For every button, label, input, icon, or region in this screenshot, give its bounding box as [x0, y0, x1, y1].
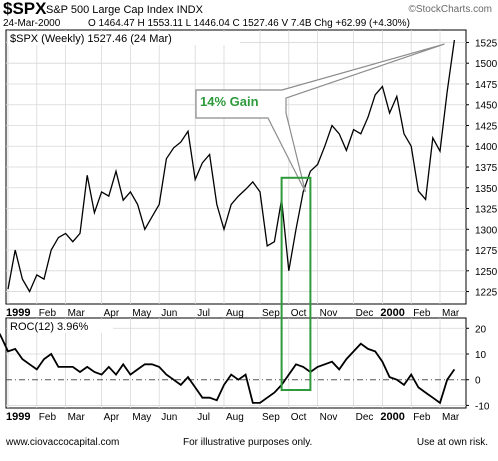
roc-y-tick-label: -10: [475, 401, 490, 412]
roc-x-tick-label: Feb: [413, 412, 431, 423]
roc-x-tick-label: 2000: [380, 411, 404, 423]
roc-y-axis: -10 0 10 20: [466, 324, 490, 412]
price-x-tick-label: Aug: [226, 308, 244, 319]
price-grid: [6, 30, 466, 304]
price-x-tick-label: Sep: [262, 308, 280, 319]
roc-legend-bg: [8, 320, 113, 333]
roc-y-tick-label: 20: [475, 324, 487, 335]
price-x-tick-label: Apr: [104, 308, 120, 319]
roc-x-tick-label: Aug: [226, 412, 244, 423]
brand-label: ©StockCharts.com: [408, 4, 492, 15]
gain-highlight-box: [280, 176, 312, 391]
roc-x-tick-label: Dec: [356, 412, 374, 423]
roc-x-tick-label: May: [132, 412, 151, 423]
price-legend: $SPX (Weekly) 1527.46 (24 Mar): [10, 33, 172, 45]
price-y-tick-label: 1275: [475, 246, 498, 257]
price-x-tick-label: Oct: [291, 308, 307, 319]
roc-y-tick-label: 10: [475, 350, 487, 361]
price-x-tick-label: Jun: [161, 308, 177, 319]
roc-x-tick-label: Apr: [104, 412, 120, 423]
roc-x-tick-label: Jun: [161, 412, 177, 423]
price-y-tick-label: 1350: [475, 184, 498, 195]
price-y-tick-label: 1300: [475, 225, 498, 236]
price-x-tick-label: Feb: [413, 308, 431, 319]
price-y-tick-label: 1500: [475, 59, 498, 70]
price-x-tick-label: Mar: [442, 308, 460, 319]
footer-website: www.ciovaccocapital.com: [6, 437, 120, 448]
roc-series-line: [0, 332, 456, 405]
price-y-tick-label: 1375: [475, 163, 498, 174]
price-y-tick-label: 1400: [475, 142, 498, 153]
price-x-axis: 1999 Feb Mar Apr May Jun Jul Aug Sep Oct Nov Dec 200…: [6, 307, 460, 319]
roc-x-tick-label: Mar: [68, 412, 86, 423]
roc-panel-frame: [5, 317, 467, 409]
price-y-tick-label: 1525: [475, 38, 498, 49]
roc-x-tick-label: Oct: [291, 412, 307, 423]
price-y-tick-label: 1425: [475, 121, 498, 132]
price-y-tick-label: 1250: [475, 267, 498, 278]
gain-callout: [195, 43, 445, 193]
footer-disclaimer: For illustrative purposes only.: [183, 437, 313, 448]
roc-x-tick-label: Feb: [39, 412, 57, 423]
price-x-tick-label: 1999: [6, 307, 30, 319]
footer-risk: Use at own risk.: [416, 437, 488, 448]
roc-x-tick-label: Nov: [320, 412, 338, 423]
price-y-tick-label: 1475: [475, 80, 498, 91]
price-legend-bg: [8, 32, 240, 45]
symbol-name: S&P 500 Large Cap Index INDX: [46, 4, 203, 16]
roc-x-tick-label: Mar: [442, 412, 460, 423]
price-series-line: [7, 39, 456, 293]
roc-x-axis: 1999 Feb Mar Apr May Jun Jul Aug Sep Oct Nov Dec 200…: [6, 411, 460, 423]
price-x-tick-label: May: [132, 308, 151, 319]
roc-y-tick-label: 0: [475, 376, 481, 387]
quote-date: 24-Mar-2000: [3, 18, 61, 29]
price-y-tick-label: 1450: [475, 101, 498, 112]
roc-x-tick-label: 1999: [6, 411, 30, 423]
price-x-tick-label: Nov: [320, 308, 338, 319]
roc-x-tick-label: Sep: [262, 412, 280, 423]
price-x-tick-label: 2000: [380, 307, 404, 319]
symbol-title: $SPX: [3, 0, 47, 18]
price-y-axis: 1225 1250 1275 1300 1325 1350 1375 1400 1425 1450…: [466, 38, 498, 299]
price-x-tick-label: Jul: [197, 308, 210, 319]
price-y-tick-label: 1225: [475, 288, 498, 299]
roc-legend: ROC(12) 3.96%: [10, 321, 88, 333]
price-y-tick-label: 1325: [475, 205, 498, 216]
quote-ohlc: O 1464.47 H 1553.11 L 1446.04 C 1527.46 …: [88, 18, 410, 29]
roc-x-tick-label: Jul: [197, 412, 210, 423]
price-x-tick-label: Mar: [68, 308, 86, 319]
gain-label: 14% Gain: [200, 94, 259, 109]
price-x-tick-label: Dec: [356, 308, 374, 319]
price-x-tick-label: Feb: [39, 308, 57, 319]
